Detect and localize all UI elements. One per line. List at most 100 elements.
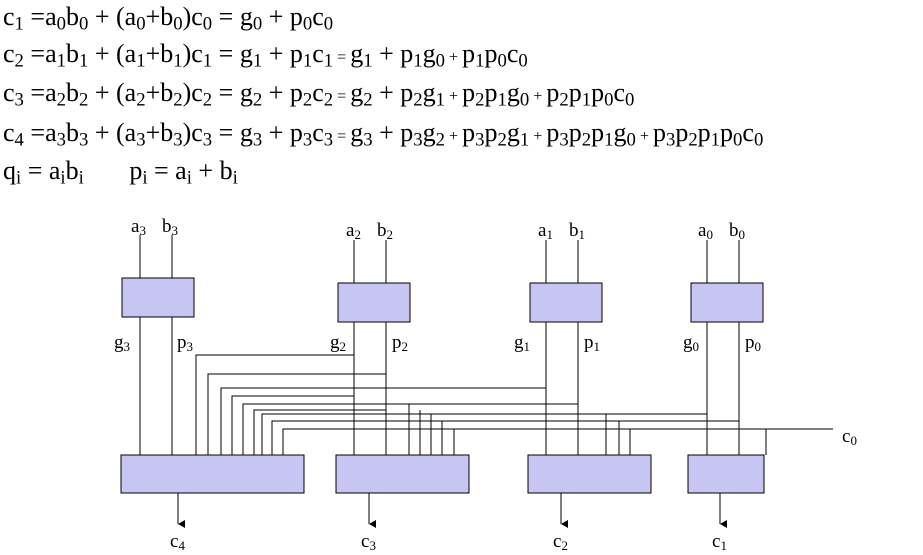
equation-text: =a [23,2,57,31]
small-operator: + [635,128,653,145]
equation-c1: c1 =a0b0 + (a0+b0)c0 = g0 + p0c0 [3,2,333,35]
subscript: 3 [173,129,183,151]
input-wires [139,235,740,283]
subscript: 2 [14,50,24,72]
subscript: 0 [252,13,263,35]
equation-text: b [65,39,79,68]
equation-text: p [484,39,498,68]
subscript: 3 [78,129,89,151]
equation-text: c [3,2,15,31]
subscript: 3 [302,129,313,151]
small-operator: = [333,88,351,105]
equation-text: p [83,156,143,185]
subscript: 2 [78,89,89,111]
equation-text: + (a [88,39,137,68]
input-a3-label: a3 [131,216,146,238]
subscript: i [142,167,148,189]
subscript: i [186,167,192,189]
equation-text: p [462,118,476,147]
equation-text: + (a [88,118,137,147]
equation-text: p [568,118,582,147]
small-operator: + [529,88,547,105]
small-operator: + [529,128,547,145]
equation-text: b [65,156,79,185]
carry-block-c3 [335,454,470,494]
equation-text: g [422,78,436,107]
equation-text: c [312,39,324,68]
subscript: 1 [78,50,89,72]
equation-text: )c [182,78,203,107]
input-a1-label: a1 [538,220,553,242]
subscript: 1 [136,50,146,72]
equation-text: +b [145,78,174,107]
equation-text: + p [262,78,303,107]
p0-label: p0 [745,332,761,354]
p1-label: p1 [584,332,600,354]
equation-text: )c [182,2,203,31]
equation-text: + p [262,39,303,68]
equation-text: + b [191,156,233,185]
equation-text: +b [145,2,174,31]
subscript: 2 [497,129,507,151]
equation-text: g [350,78,364,107]
subscript: 2 [56,89,66,111]
g3-label: g3 [114,332,130,354]
subscript: 1 [14,13,24,35]
equation-text: + p [372,118,414,147]
equation-text: p [675,118,689,147]
equation-text: c [742,118,754,147]
equation-text: = a [147,156,187,185]
equation-text: = g [212,78,253,107]
equation-c2: c2 =a1b1 + (a1+b1)c1 = g1 + p1c1 = g1 + … [3,39,528,73]
equation-text: g [350,39,364,68]
equation-gp-definition: qi = aibi pi = ai + bi [3,156,238,189]
subscript: 3 [202,129,213,151]
subscript: 0 [753,129,764,151]
equation-text: c [613,78,625,107]
subscript: i [78,167,84,189]
small-operator: = [333,49,351,66]
subscript: 0 [519,89,530,111]
input-b2-label: b2 [377,220,393,242]
equation-text: )c [182,39,203,68]
subscript: 0 [518,50,528,72]
equation-text: c [312,78,324,107]
equation-text: g [422,118,436,147]
subscript: 2 [363,89,373,111]
subscript: 3 [559,129,569,151]
subscript: 1 [202,50,213,72]
small-operator: = [333,128,351,145]
subscript: 1 [519,129,530,151]
subscript: 1 [497,89,507,111]
subscript: 1 [581,89,592,111]
equation-text: =a [23,39,57,68]
equation-text: +b [145,39,174,68]
subscript: 1 [475,50,485,72]
equation-text: c [3,118,15,147]
equation-text: g [350,118,364,147]
p3-label: p3 [177,332,193,354]
subscript: 3 [136,129,146,151]
equation-text: +b [145,118,174,147]
subscript: 2 [435,129,446,151]
subscript: 3 [413,129,423,151]
subscript: 1 [413,50,423,72]
equation-text: b [65,2,79,31]
subscript: i [60,167,66,189]
subscript: i [16,167,22,189]
gp-block-2 [337,282,411,323]
small-operator: + [445,88,463,105]
small-operator: + [445,49,463,66]
subscript: 2 [136,89,146,111]
output-arrows [177,493,727,528]
subscript: 1 [604,129,614,151]
equation-text: = g [212,2,253,31]
g0-label: g0 [683,332,699,354]
equation-text: p [652,118,666,147]
equation-text: + (a [88,2,137,31]
equation-text: g [613,118,627,147]
equation-text: + p [262,2,303,31]
equation-text: = g [212,39,253,68]
output-c4-label: c4 [170,531,185,553]
